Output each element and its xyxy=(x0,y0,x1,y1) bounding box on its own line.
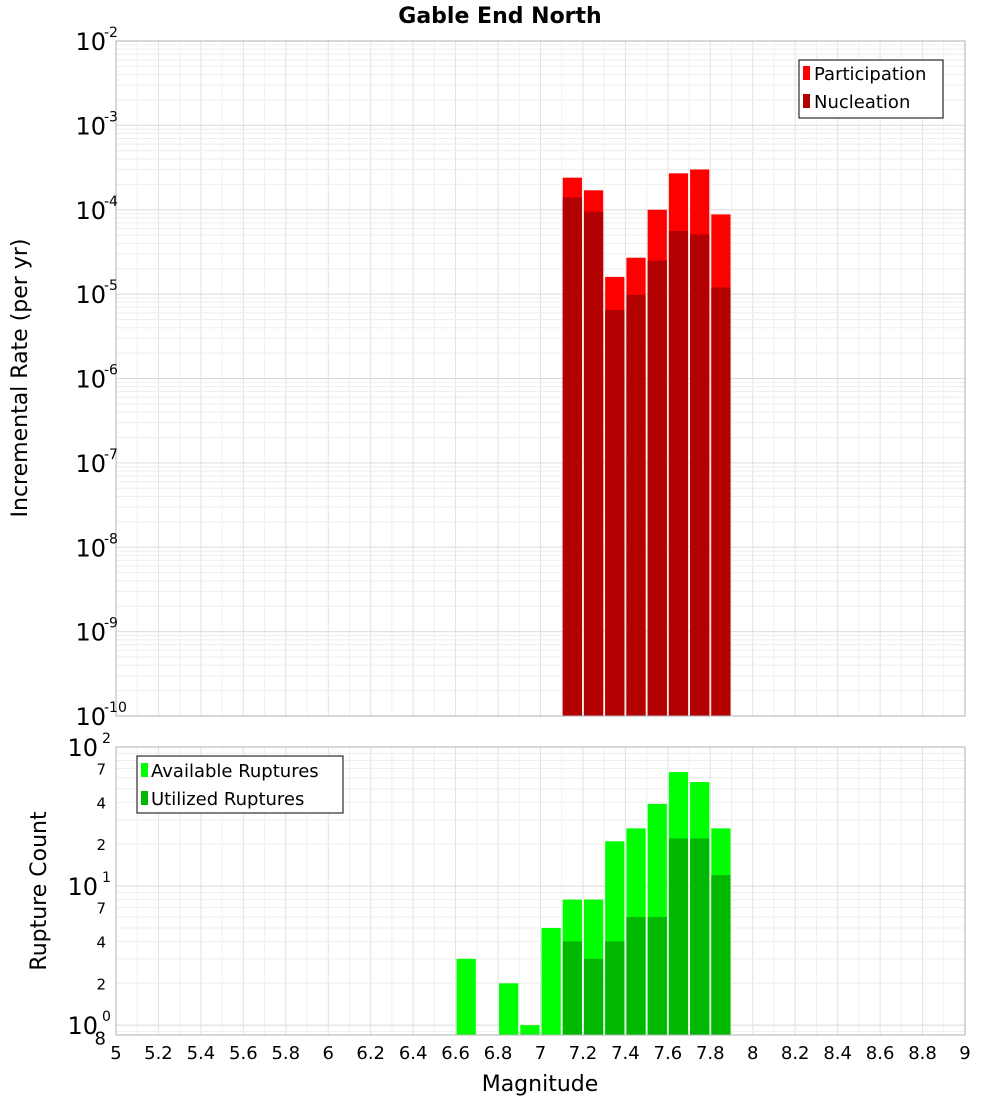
legend-participation-label: Participation xyxy=(814,64,926,85)
x-tick-label: 8.6 xyxy=(866,1043,895,1064)
y-tick-label: 10 xyxy=(75,197,106,225)
top-plot-area xyxy=(115,40,966,717)
utilized-ruptures-bar xyxy=(583,958,604,1035)
y-minor-tick-label: 7 xyxy=(96,900,106,918)
y-tick-label: 10 xyxy=(75,112,106,140)
legend-utilized-label: Utilized Ruptures xyxy=(151,789,304,810)
y-tick-label: 10 xyxy=(67,734,98,762)
x-tick-label: 5.8 xyxy=(271,1043,300,1064)
x-axis-label: Magnitude xyxy=(482,1072,599,1097)
x-tick-label: 6.4 xyxy=(399,1043,428,1064)
bottom-legend: Available Ruptures Utilized Ruptures xyxy=(136,755,344,814)
x-tick-label: 5.2 xyxy=(144,1043,173,1064)
y-tick-label: 10 xyxy=(67,873,98,901)
x-tick-label: 6.6 xyxy=(441,1043,470,1064)
top-grid xyxy=(115,41,966,717)
x-tick-label: 5.4 xyxy=(187,1043,216,1064)
y-tick-exponent: -3 xyxy=(104,109,118,125)
y-tick-exponent: -8 xyxy=(104,531,118,547)
nucleation-bar xyxy=(668,230,689,716)
y-tick-label: 10 xyxy=(67,1012,98,1040)
x-tick-label: 5 xyxy=(110,1043,121,1064)
x-tick-label: 6.2 xyxy=(356,1043,385,1064)
y-tick-label: 10 xyxy=(75,703,106,731)
y-tick-exponent: -10 xyxy=(104,700,127,716)
y-tick-label: 10 xyxy=(75,28,106,56)
nucleation-bar xyxy=(647,260,667,716)
nucleation-bar xyxy=(583,211,604,716)
y-tick-exponent: -7 xyxy=(104,447,118,463)
x-tick-label: 9 xyxy=(959,1043,970,1064)
x-axis-ticks: 5 5.2 5.4 5.6 5.8 6 6.2 6.4 6.6 6.8 7 7.2 7.4 7.6 7.8 8… xyxy=(110,1043,970,1064)
y-tick-exponent: -2 xyxy=(104,25,118,41)
utilized-ruptures-bar xyxy=(626,916,646,1035)
nucleation-bar xyxy=(605,309,625,716)
y-tick-exponent: -4 xyxy=(104,194,118,210)
x-tick-label: 7.2 xyxy=(569,1043,598,1064)
y-minor-tick-label: 7 xyxy=(96,761,106,779)
x-tick-label: 8.2 xyxy=(781,1043,810,1064)
x-tick-label: 7 xyxy=(535,1043,546,1064)
y-tick-label: 10 xyxy=(75,619,106,647)
nucleation-bar xyxy=(562,197,582,717)
top-y-axis-label: Incremental Rate (per yr) xyxy=(8,239,33,518)
x-tick-label: 5.6 xyxy=(229,1043,258,1064)
nucleation-bar xyxy=(690,234,710,716)
x-tick-label: 8.8 xyxy=(908,1043,937,1064)
top-legend: Participation Nucleation xyxy=(798,59,944,119)
available-ruptures-bar xyxy=(541,927,561,1035)
x-tick-label: 8.4 xyxy=(823,1043,852,1064)
legend-available-swatch xyxy=(141,763,148,777)
top-bars xyxy=(562,169,731,717)
x-tick-label: 6.8 xyxy=(484,1043,513,1064)
legend-nucleation-swatch xyxy=(803,94,810,108)
y-tick-label: 10 xyxy=(75,366,106,394)
x-tick-label: 8 xyxy=(747,1043,758,1064)
x-tick-label: 7.6 xyxy=(654,1043,683,1064)
x-tick-label: 6 xyxy=(323,1043,334,1064)
legend-participation-swatch xyxy=(803,66,810,80)
nucleation-bar xyxy=(711,287,731,716)
y-tick-label: 10 xyxy=(75,450,106,478)
y-tick-exponent: 0 xyxy=(102,1009,111,1025)
legend-available-label: Available Ruptures xyxy=(151,761,319,782)
utilized-ruptures-bar xyxy=(647,916,667,1035)
y-tick-exponent: -9 xyxy=(104,616,118,632)
y-minor-tick-label: 2 xyxy=(96,836,106,854)
utilized-ruptures-bar xyxy=(690,838,710,1035)
legend-nucleation-label: Nucleation xyxy=(814,92,910,113)
y-tick-label: 10 xyxy=(75,534,106,562)
bottom-plot-area xyxy=(115,746,966,1036)
available-ruptures-bar xyxy=(456,958,476,1035)
y-tick-exponent: -6 xyxy=(104,363,118,379)
utilized-ruptures-bar xyxy=(668,838,689,1035)
utilized-ruptures-bar xyxy=(605,941,625,1035)
y-minor-tick-label: 8 xyxy=(95,1029,106,1050)
y-minor-tick-label: 4 xyxy=(96,933,106,951)
y-tick-exponent: -5 xyxy=(104,278,118,294)
y-minor-tick-label: 4 xyxy=(96,794,106,812)
utilized-ruptures-bar xyxy=(562,941,582,1035)
y-tick-exponent: 2 xyxy=(102,731,111,747)
y-tick-label: 10 xyxy=(75,281,106,309)
y-minor-tick-label: 2 xyxy=(96,975,106,993)
y-tick-exponent: 1 xyxy=(102,870,111,886)
available-ruptures-bar xyxy=(499,983,519,1035)
chart-title: Gable End North xyxy=(398,4,601,29)
legend-utilized-swatch xyxy=(141,791,148,805)
nucleation-bar xyxy=(626,294,646,716)
x-tick-label: 7.8 xyxy=(696,1043,725,1064)
bottom-bars xyxy=(456,772,731,1035)
x-tick-label: 7.4 xyxy=(611,1043,640,1064)
available-ruptures-bar xyxy=(520,1025,540,1035)
bottom-y-axis-label: Rupture Count xyxy=(27,811,52,971)
utilized-ruptures-bar xyxy=(711,875,731,1035)
